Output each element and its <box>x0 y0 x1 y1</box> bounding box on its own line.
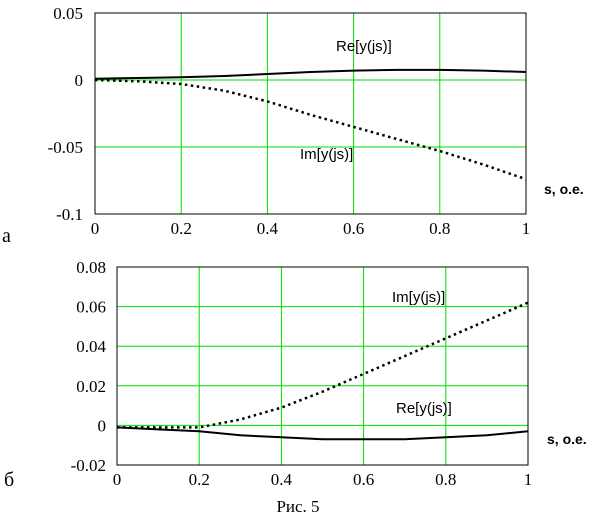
x-tick-label: 0.8 <box>435 470 456 489</box>
x-tick-label: 0.6 <box>343 219 364 238</box>
grid-a <box>95 13 526 214</box>
series-line-im <box>117 301 529 429</box>
series-label-im-b: Im[y(js)] <box>392 289 445 306</box>
series-line-re <box>116 426 529 441</box>
plot-area-b <box>117 267 528 465</box>
x-tick-label: 0 <box>91 219 100 238</box>
x-tick-label: 0.2 <box>171 219 192 238</box>
x-tick-label: 0.2 <box>189 470 210 489</box>
y-tick-labels-a: -0.1 -0.05 0 0.05 <box>48 4 83 224</box>
series-label-re-a: Re[y(js)] <box>336 38 392 55</box>
y-tick-label: 0 <box>75 71 84 90</box>
series-label-im-a: Im[y(js)] <box>300 146 353 163</box>
series-group-b <box>116 301 529 441</box>
panel-letter-a: а <box>2 225 11 247</box>
y-tick-label: 0.04 <box>76 337 106 356</box>
y-tick-label: 0.05 <box>53 4 83 23</box>
x-tick-label: 1 <box>524 470 533 489</box>
series-line-re <box>94 68 527 80</box>
x-tick-label: 0.8 <box>429 219 450 238</box>
x-tick-label: 0.6 <box>353 470 374 489</box>
y-tick-label: -0.02 <box>71 456 106 475</box>
y-tick-label: -0.1 <box>56 205 83 224</box>
x-tick-labels-b: 0 0.2 0.4 0.6 0.8 1 <box>113 470 533 489</box>
y-tick-label: 0.08 <box>76 258 106 277</box>
panel-letter-b: б <box>4 469 14 491</box>
x-axis-label-b: s, о.е. <box>547 431 587 447</box>
y-tick-label: 0.02 <box>76 377 106 396</box>
plot-frame-b <box>116 266 529 466</box>
grid-b <box>117 267 528 465</box>
x-tick-labels-a: 0 0.2 0.4 0.6 0.8 1 <box>91 219 531 238</box>
panel-b: -0.02 0 0.02 0.04 0.06 0.08 0 0.2 0.4 0.6 0.8 1 Im… <box>4 258 587 491</box>
series-label-re-b: Re[y(js)] <box>396 400 452 417</box>
series-group-a <box>94 68 527 181</box>
y-tick-label: 0.06 <box>76 298 106 317</box>
x-tick-label: 0 <box>113 470 122 489</box>
y-tick-label: 0 <box>98 416 107 435</box>
x-tick-label: 1 <box>522 219 531 238</box>
x-axis-label-a: s, о.е. <box>544 181 584 197</box>
x-tick-label: 0.4 <box>257 219 279 238</box>
plot-area-a <box>95 13 526 214</box>
x-tick-label: 0.4 <box>271 470 293 489</box>
y-tick-labels-b: -0.02 0 0.02 0.04 0.06 0.08 <box>71 258 107 475</box>
figure-caption: Рис. 5 <box>276 497 319 516</box>
plot-frame-a <box>94 12 527 215</box>
y-tick-label: -0.05 <box>48 138 83 157</box>
